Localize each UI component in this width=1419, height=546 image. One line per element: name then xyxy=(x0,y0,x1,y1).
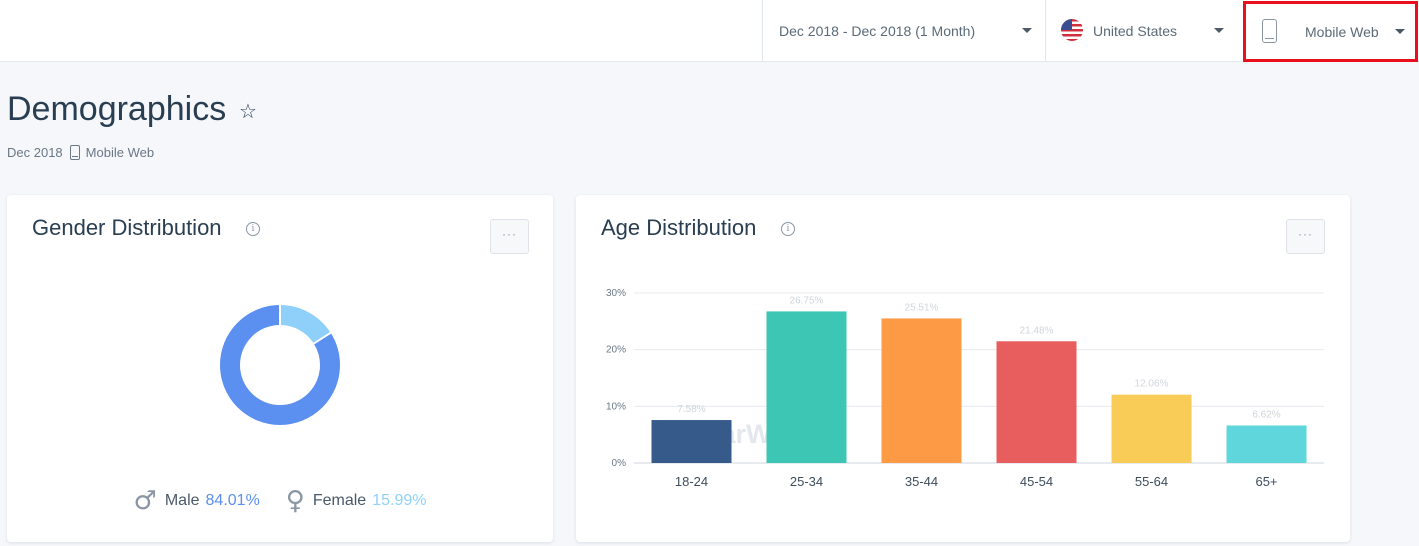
bar-value-label: 25.51% xyxy=(905,302,939,313)
age-distribution-card: Age Distribution i ··· 0%10%20%30%Simila… xyxy=(576,195,1350,542)
bar-25-34[interactable] xyxy=(766,311,847,463)
y-tick-label: 0% xyxy=(612,458,627,469)
top-filter-bar: Dec 2018 - Dec 2018 (1 Month) United Sta… xyxy=(0,0,1419,62)
page-title: Demographics xyxy=(7,90,227,128)
donut-separator xyxy=(313,331,332,345)
y-tick-label: 30% xyxy=(606,288,626,299)
bar-18-24[interactable] xyxy=(651,420,732,463)
mobile-device-icon xyxy=(1262,19,1277,43)
female-value: 15.99% xyxy=(372,492,427,509)
country-label: United States xyxy=(1093,23,1178,39)
bar-45-54[interactable] xyxy=(996,341,1077,463)
bar-55-64[interactable] xyxy=(1111,394,1192,463)
legend-female: ♀ Female 15.99% xyxy=(285,486,427,516)
bar-value-label: 26.75% xyxy=(790,295,824,306)
star-icon[interactable]: ☆ xyxy=(239,101,257,123)
female-symbol-icon: ♀ xyxy=(285,486,305,516)
bar-35-44[interactable] xyxy=(881,318,962,463)
device-label: Mobile Web xyxy=(1305,24,1379,40)
x-tick-label: 65+ xyxy=(1255,474,1277,489)
date-range-dropdown[interactable]: Dec 2018 - Dec 2018 (1 Month) xyxy=(762,0,1045,62)
age-bar-chart: 0%10%20%30%SimilarWeb7.58%18-2426.75%25-… xyxy=(606,288,1324,489)
chevron-down-icon xyxy=(1022,28,1032,33)
card-title: Gender Distribution xyxy=(32,215,222,240)
male-value: 84.01% xyxy=(205,492,260,509)
date-range-label: Dec 2018 - Dec 2018 (1 Month) xyxy=(779,23,976,39)
info-icon[interactable]: i xyxy=(246,222,260,236)
bar-value-label: 12.06% xyxy=(1135,379,1169,390)
x-tick-label: 35-44 xyxy=(905,474,938,489)
mobile-device-icon xyxy=(69,145,80,160)
more-options-button[interactable]: ··· xyxy=(1286,219,1325,254)
y-tick-label: 20% xyxy=(606,345,626,356)
more-options-button[interactable]: ··· xyxy=(490,219,529,254)
us-flag-icon xyxy=(1061,19,1083,41)
bar-value-label: 6.62% xyxy=(1252,409,1280,420)
info-icon[interactable]: i xyxy=(781,222,795,236)
page-subtitle: Dec 2018 Mobile Web xyxy=(7,145,154,160)
bar-value-label: 7.58% xyxy=(677,404,705,415)
y-tick-label: 10% xyxy=(606,401,626,412)
chevron-down-icon xyxy=(1395,29,1405,34)
gender-legend: ♂ Male 84.01% ♀ Female 15.99% xyxy=(7,486,553,516)
gender-donut-chart xyxy=(220,305,340,425)
gender-distribution-card: Gender Distribution i ··· ♂ Male 84.01% … xyxy=(7,195,553,542)
card-title: Age Distribution xyxy=(601,215,757,240)
chevron-down-icon xyxy=(1214,28,1224,33)
country-dropdown[interactable]: United States xyxy=(1045,0,1238,62)
bar-65+[interactable] xyxy=(1226,425,1307,463)
x-tick-label: 25-34 xyxy=(790,474,823,489)
legend-male: ♂ Male 84.01% xyxy=(133,486,260,516)
device-subtitle-label: Mobile Web xyxy=(85,145,155,160)
x-tick-label: 45-54 xyxy=(1020,474,1053,489)
device-dropdown[interactable]: Mobile Web xyxy=(1243,1,1418,62)
female-label: Female xyxy=(312,492,367,509)
male-label: Male xyxy=(164,492,200,509)
x-tick-label: 18-24 xyxy=(675,474,708,489)
period-label: Dec 2018 xyxy=(7,145,63,160)
x-tick-label: 55-64 xyxy=(1135,474,1168,489)
male-symbol-icon: ♂ xyxy=(133,486,157,516)
bar-value-label: 21.48% xyxy=(1020,325,1054,336)
